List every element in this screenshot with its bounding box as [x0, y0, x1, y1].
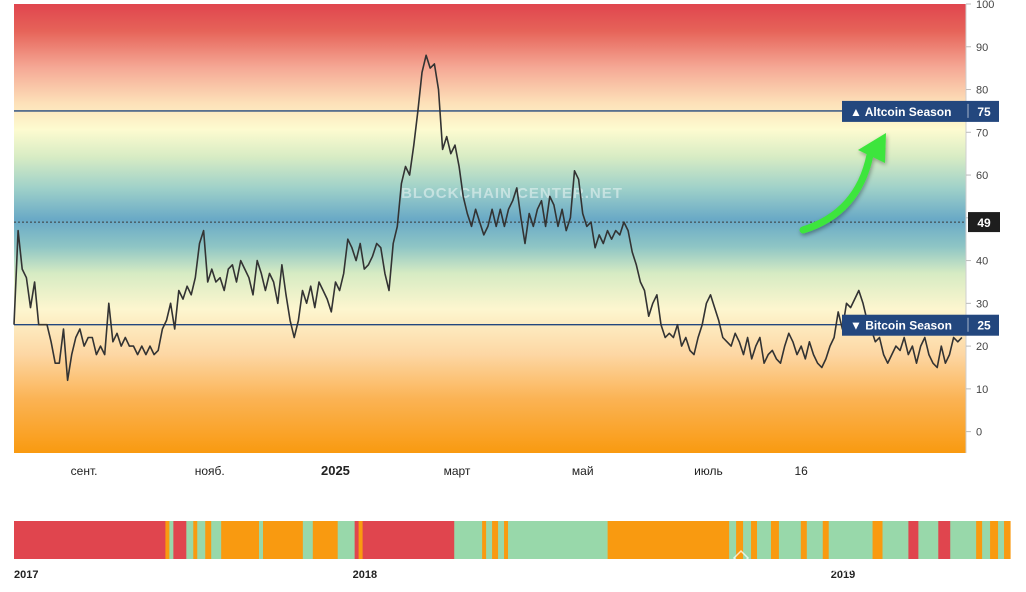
heatmap-cell — [976, 521, 983, 559]
x-tick-label: май — [572, 464, 594, 478]
heatmap-cell — [169, 521, 174, 559]
heatmap-cell — [193, 521, 198, 559]
heatmap-cell — [221, 521, 260, 559]
heatmap-cell — [337, 521, 356, 559]
threshold-label-value: 75 — [977, 105, 991, 119]
heatmap-cell — [607, 521, 730, 559]
heatmap-cell — [508, 521, 609, 559]
threshold-label-box — [842, 100, 999, 122]
y-tick-label: 60 — [976, 170, 988, 182]
heatmap-cell — [806, 521, 824, 559]
heatmap-cell — [482, 521, 487, 559]
heatmap-cell — [918, 521, 939, 559]
heatmap-cell — [736, 521, 744, 559]
heatmap-cell — [362, 521, 455, 559]
current-value-badge: 49 — [968, 212, 1000, 233]
season-history-heatmap — [14, 521, 1011, 559]
heatmap-cell — [938, 521, 951, 559]
heatmap-cell — [990, 521, 999, 559]
plot-background — [14, 4, 966, 453]
watermark-text: BLOCKCHAIN CENTER.NET — [401, 185, 623, 202]
y-tick-label: 0 — [976, 427, 982, 439]
heatmap-cell — [822, 521, 830, 559]
heatmap-cell — [1004, 521, 1011, 559]
x-tick-label: июль — [694, 464, 723, 478]
heatmap-year-label: 2019 — [831, 569, 855, 581]
y-tick-label: 70 — [976, 127, 988, 139]
heatmap-year-ticks: 2017 2018 2019 — [14, 569, 855, 581]
heatmap-cell — [312, 521, 339, 559]
y-tick-label: 80 — [976, 85, 988, 97]
heatmap-cell — [205, 521, 212, 559]
heatmap-cell — [302, 521, 314, 559]
heatmap-year-label: 2017 — [14, 569, 38, 581]
heatmap-cell — [770, 521, 780, 559]
y-tick-label: 20 — [976, 341, 988, 353]
threshold-label-box — [842, 314, 999, 336]
current-value-text: 49 — [977, 216, 991, 230]
heatmap-cell — [908, 521, 919, 559]
y-tick-label: 90 — [976, 42, 988, 54]
heatmap-year-label: 2018 — [353, 569, 377, 581]
x-tick-label: 16 — [794, 464, 808, 478]
heatmap-cell — [751, 521, 758, 559]
threshold-labels: ▲ Altcoin Season 75 ▼ Bitcoin Season 25 — [842, 100, 999, 336]
heatmap-cell — [800, 521, 808, 559]
y-tick-label: 100 — [976, 0, 994, 11]
credit-text: @ Jaleesa Sinopoli iGq... — [756, 559, 925, 576]
heatmap-cell — [259, 521, 264, 559]
threshold-label-text: ▲ Altcoin Season — [850, 105, 951, 119]
threshold-label-value: 25 — [977, 319, 991, 333]
threshold-lines — [14, 110, 968, 326]
watermark: BLOCKCHAIN CENTER.NET — [401, 185, 623, 202]
heatmap-cell — [358, 521, 364, 559]
heatmap-cell — [186, 521, 194, 559]
y-tick-label: 10 — [976, 384, 988, 396]
heatmap-cell — [492, 521, 499, 559]
heatmap-cell — [486, 521, 493, 559]
y-tick-label: 40 — [976, 256, 988, 268]
threshold-label-text: ▼ Bitcoin Season — [850, 319, 952, 333]
heatmap-cell — [729, 521, 737, 559]
heatmap-cell — [872, 521, 884, 559]
heatmap-cell — [950, 521, 977, 559]
exchange-logo-icon — [728, 549, 754, 574]
heatmap-cell — [882, 521, 910, 559]
heatmap-cell — [982, 521, 991, 559]
heatmap-cell — [211, 521, 222, 559]
heatmap-cell — [504, 521, 509, 559]
heatmap-cell — [354, 521, 360, 559]
heatmap-cell — [828, 521, 874, 559]
heatmap-cell — [454, 521, 483, 559]
y-tick-label: 30 — [976, 298, 988, 310]
x-tick-label: 2025 — [321, 463, 350, 478]
heatmap-cell — [14, 521, 166, 559]
heatmap-cell — [165, 521, 170, 559]
x-axis-ticks: сент. нояб. 2025 март май июль 16 — [71, 463, 808, 478]
heatmap-cell — [173, 521, 187, 559]
heatmap-cell — [197, 521, 206, 559]
x-tick-label: март — [444, 464, 471, 478]
heatmap-cell — [757, 521, 772, 559]
heatmap-cell — [498, 521, 505, 559]
x-tick-label: нояб. — [195, 464, 225, 478]
heatmap-cell — [998, 521, 1005, 559]
heatmap-cell — [778, 521, 802, 559]
heatmap-cell — [743, 521, 752, 559]
green-arrow-icon — [799, 133, 886, 234]
heatmap-cell — [263, 521, 304, 559]
series-line — [13, 54, 963, 382]
credit-watermark: @ Jaleesa Sinopoli iGq... — [728, 549, 925, 576]
x-tick-label: сент. — [71, 464, 98, 478]
